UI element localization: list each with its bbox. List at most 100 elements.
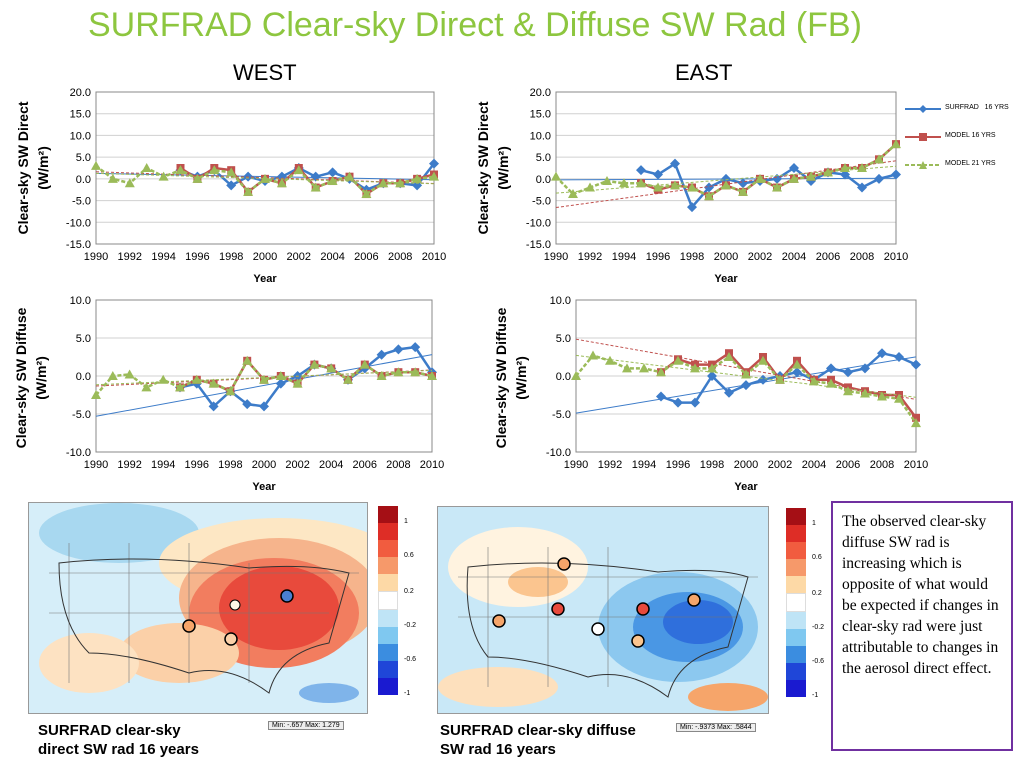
series-line [179, 166, 435, 196]
y-tick-label: 15.0 [530, 109, 551, 121]
site-marker [224, 632, 238, 646]
data-point [758, 355, 768, 365]
y-tick-label: -10.0 [546, 447, 571, 459]
x-axis-title: Year [252, 481, 276, 493]
y-axis-title: Clear-sky SW Direct [15, 101, 31, 234]
x-tick-label: 2008 [850, 251, 874, 263]
data-point [891, 169, 901, 180]
series-line [555, 143, 897, 198]
data-point [605, 355, 615, 365]
y-axis-title: Clear-sky SW Direct [475, 101, 491, 234]
data-point [670, 180, 680, 190]
data-point [124, 369, 135, 379]
data-point [327, 167, 338, 178]
data-point [738, 186, 748, 196]
data-point [622, 363, 632, 373]
chart-legend: SURFRAD 16 YRS MODEL 16 YRS MODEL 21 YRS [905, 100, 1015, 180]
data-point [275, 371, 286, 380]
y-tick-label: -5.0 [552, 409, 571, 421]
x-tick-label: 2010 [884, 251, 908, 263]
colorbar-tick: -0.6 [812, 658, 825, 665]
caption-line: SURFRAD clear-sky [38, 722, 181, 739]
data-point [653, 182, 663, 192]
x-tick-label: 2002 [748, 251, 772, 263]
site-marker [280, 589, 294, 603]
colorbar-tick: -0.2 [404, 622, 417, 629]
data-point [707, 363, 717, 373]
data-point [343, 374, 353, 384]
x-tick-label: 2002 [768, 459, 792, 471]
colorbar-tick: -0.2 [812, 624, 825, 631]
colorbar-left [378, 506, 398, 695]
caption-line: SW rad 16 years [440, 741, 556, 758]
data-point [673, 397, 683, 408]
data-point [393, 344, 404, 355]
data-point [107, 371, 118, 380]
y-axis-title: (W/m²) [513, 356, 529, 400]
legend-item-surfrad: SURFRAD 16 YRS [905, 100, 1015, 130]
site-marker [551, 602, 565, 616]
y-tick-label: -10.0 [526, 217, 551, 229]
data-point [707, 371, 717, 381]
x-tick-label: 2008 [388, 251, 412, 263]
colorbar-tick: 0.6 [812, 554, 822, 561]
data-point [275, 378, 286, 389]
data-point [551, 171, 561, 181]
x-tick-label: 2000 [714, 251, 738, 263]
data-point [826, 378, 836, 388]
x-tick-label: 2004 [319, 459, 343, 471]
series-line [95, 358, 433, 396]
data-point [775, 374, 785, 384]
data-point [843, 367, 853, 378]
data-point [738, 178, 748, 189]
data-point [276, 171, 287, 182]
data-point [673, 355, 683, 365]
slide-title: SURFRAD Clear-sky Direct & Diffuse SW Ra… [88, 6, 862, 44]
trend-line [95, 354, 433, 417]
y-tick-label: -15.0 [66, 239, 91, 251]
series-line [179, 345, 434, 409]
x-tick-label: 1992 [578, 251, 602, 263]
x-tick-label: 2002 [285, 459, 309, 471]
y-tick-label: 15.0 [70, 109, 91, 121]
data-point [874, 154, 884, 164]
colorbar-tick: -1 [404, 690, 411, 697]
data-point [670, 158, 680, 169]
x-tick-label: 1992 [118, 251, 142, 263]
data-point [276, 178, 287, 188]
data-point [874, 173, 884, 184]
colorbar-tick: -0.6 [404, 656, 417, 663]
x-tick-label: 1996 [185, 459, 209, 471]
map-left-range: Min: -.657 Max: 1.279 [268, 721, 344, 730]
data-point [208, 401, 219, 412]
x-tick-label: 1990 [564, 459, 588, 471]
data-point [259, 401, 269, 412]
y-tick-label: 10.0 [70, 130, 91, 142]
data-point [741, 369, 751, 379]
x-tick-label: 2006 [353, 459, 377, 471]
data-point [309, 359, 320, 369]
data-point [107, 173, 118, 183]
legend-item-model16: MODEL 16 YRS [905, 130, 1015, 158]
data-point [789, 163, 799, 173]
data-point [687, 202, 697, 213]
x-tick-label: 1990 [84, 251, 108, 263]
data-point [91, 390, 101, 399]
data-point [826, 363, 836, 374]
colorbar-tick: -1 [812, 692, 819, 699]
data-point [619, 178, 629, 188]
data-point [395, 178, 406, 188]
y-tick-label: 10.0 [530, 130, 551, 142]
data-point [209, 165, 220, 175]
data-point [226, 167, 237, 177]
data-point [823, 167, 833, 177]
data-point [653, 169, 663, 180]
y-tick-label: -5.0 [72, 409, 91, 421]
colorbar-tick: 1 [812, 520, 816, 527]
data-point [259, 374, 269, 384]
data-point [158, 171, 169, 181]
x-tick-label: 2000 [253, 251, 277, 263]
x-tick-label: 2004 [782, 251, 806, 263]
caption-line: SURFRAD clear-sky diffuse [440, 722, 636, 739]
colorbar-tick: 0.2 [404, 588, 414, 595]
